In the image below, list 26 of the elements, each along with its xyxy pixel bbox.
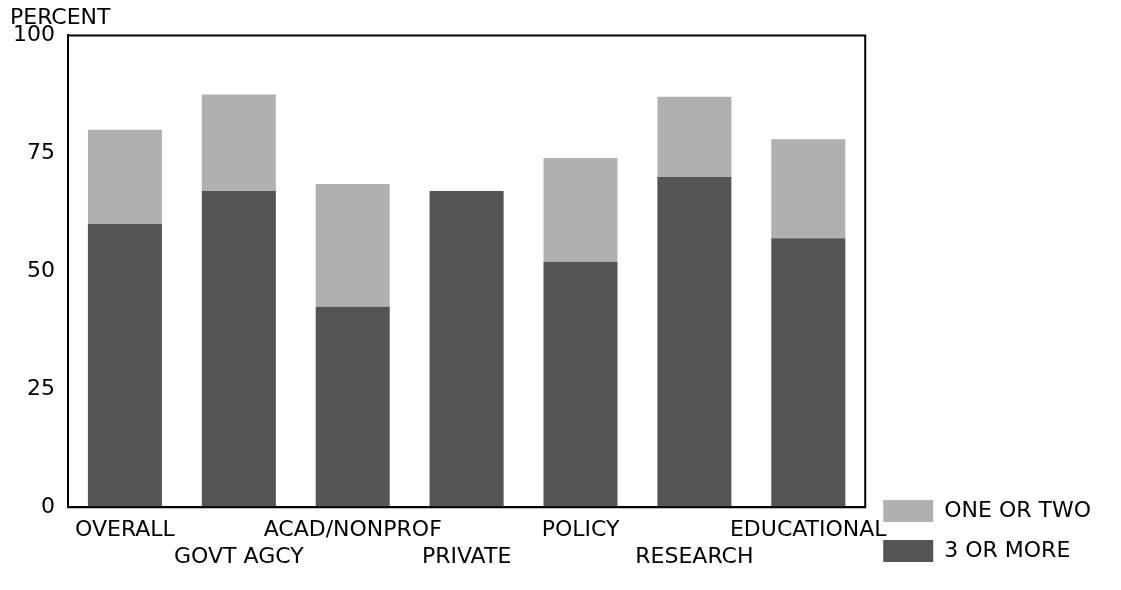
x-tick-label: EDUCATIONAL <box>729 516 888 542</box>
x-tick-label: PRIVATE <box>421 542 512 568</box>
bar <box>543 261 618 508</box>
y-tick-label: 50 <box>26 257 55 283</box>
x-tick-label: GOVT AGCY <box>174 542 305 568</box>
bar <box>87 224 162 508</box>
bar <box>201 94 276 192</box>
bar <box>315 306 390 508</box>
y-tick-label: 0 <box>40 492 55 518</box>
y-tick-label: 25 <box>26 374 55 400</box>
bar <box>657 96 732 177</box>
bar <box>657 176 732 508</box>
legend-label: 3 OR MORE <box>944 536 1071 562</box>
bar <box>201 191 276 508</box>
bar <box>771 139 846 239</box>
x-tick-label: POLICY <box>541 516 620 542</box>
bar <box>87 129 162 225</box>
bar <box>771 238 846 508</box>
y-tick-label: 75 <box>26 139 55 165</box>
legend-label: ONE OR TWO <box>944 496 1092 522</box>
x-tick-label: OVERALL <box>75 516 176 542</box>
x-tick-label: RESEARCH <box>635 542 754 568</box>
x-tick-label: ACAD/NONPROF <box>263 516 442 542</box>
bar <box>543 158 618 262</box>
bar <box>315 184 390 307</box>
bar <box>429 191 504 508</box>
